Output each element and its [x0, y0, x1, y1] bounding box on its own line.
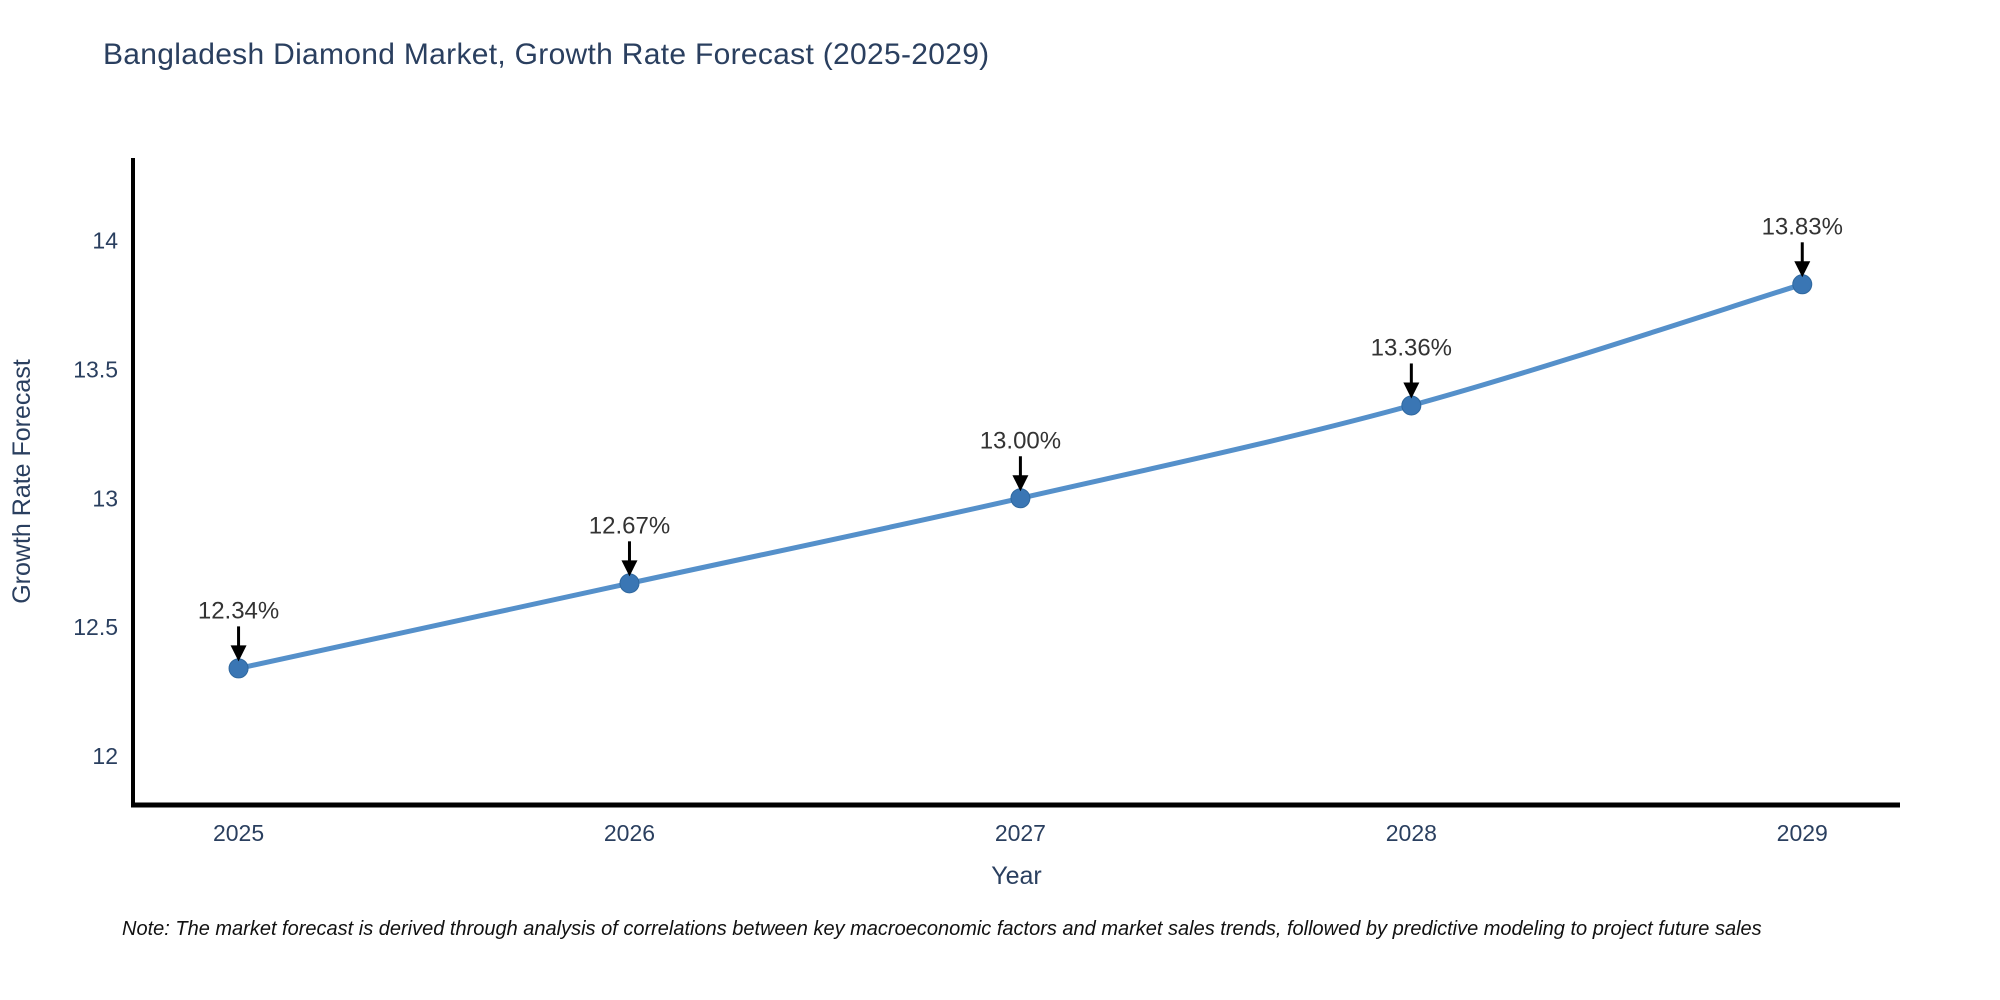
data-point-marker	[619, 573, 640, 594]
y-tick-label: 14	[92, 227, 118, 253]
point-annotation: 13.83%	[1762, 213, 1843, 240]
y-tick-label: 13	[92, 485, 118, 511]
point-annotation: 13.00%	[980, 427, 1061, 454]
data-point-marker	[228, 658, 249, 679]
point-annotation: 12.34%	[198, 597, 279, 624]
x-tick-label: 2028	[1386, 820, 1437, 846]
x-axis-title: Year	[991, 862, 1042, 890]
footnote: Note: The market forecast is derived thr…	[122, 918, 1762, 940]
x-tick-label: 2027	[995, 820, 1046, 846]
chart-title: Bangladesh Diamond Market, Growth Rate F…	[103, 38, 990, 71]
y-tick-label: 12.5	[73, 614, 118, 640]
annotation-arrowhead	[230, 645, 247, 662]
point-annotation: 13.36%	[1371, 334, 1452, 361]
annotation-arrowhead	[621, 560, 638, 577]
x-tick-label: 2029	[1777, 820, 1828, 846]
y-axis-title: Growth Rate Forecast	[8, 359, 36, 604]
data-point-marker	[1010, 488, 1031, 509]
y-tick-label: 12	[92, 743, 118, 769]
annotation-arrowhead	[1794, 261, 1811, 278]
annotation-arrowhead	[1012, 475, 1029, 492]
point-annotation: 12.67%	[589, 512, 670, 539]
x-tick-label: 2026	[604, 820, 655, 846]
x-tick-label: 2025	[213, 820, 264, 846]
data-point-marker	[1792, 274, 1813, 295]
y-tick-label: 13.5	[73, 356, 118, 382]
data-point-marker	[1401, 395, 1422, 416]
annotation-arrowhead	[1403, 382, 1420, 399]
